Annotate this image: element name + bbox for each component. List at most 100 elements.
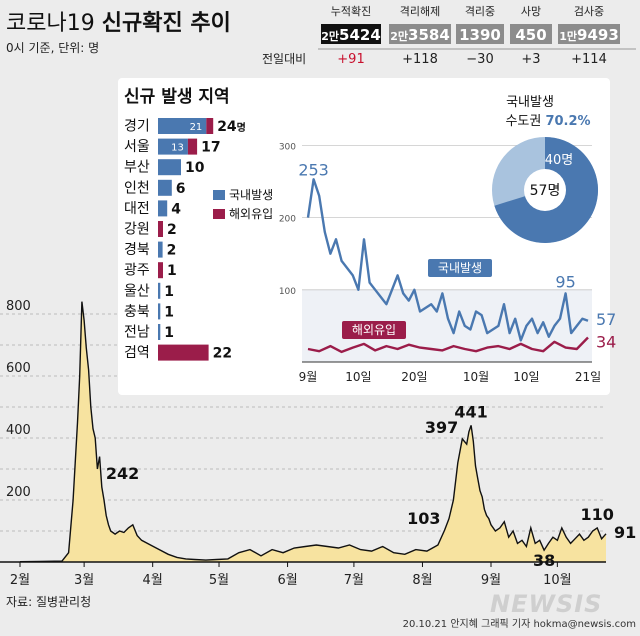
bar-inner-label: 13	[171, 143, 184, 154]
region-name: 서울	[124, 139, 150, 155]
series-line	[19, 301, 607, 563]
stat-change: +118	[402, 52, 438, 67]
stat-value: 2만5424	[321, 26, 381, 44]
bar-domestic	[158, 200, 168, 217]
data-label: 95	[555, 272, 575, 291]
x-tick-label: 3월	[74, 573, 94, 588]
region-name: 광주	[124, 263, 150, 279]
stats-row: 누적확진 2만5424 +91 격리해제 2만3584 +118 격리중 1390 −30 사망 4…	[318, 4, 636, 67]
x-tick-label: 5월	[209, 573, 229, 588]
x-tick-label: 6월	[277, 573, 297, 588]
series-domestic-line	[306, 178, 589, 342]
bar-inner-label: 21	[190, 122, 203, 133]
bar-domestic	[158, 179, 172, 196]
x-tick-label: 9월	[481, 573, 501, 588]
region-name: 경기	[124, 119, 150, 135]
x-tick-label: 7월	[344, 573, 364, 588]
series-domestic-badge	[428, 259, 492, 277]
stat-change: +91	[337, 52, 364, 67]
stat-label: 검사중	[574, 5, 604, 18]
stat-change: +3	[521, 52, 540, 67]
series-overseas-name: 해외유입	[352, 323, 396, 337]
data-label: 103	[407, 509, 440, 528]
legend-overseas-label: 해외유입	[229, 207, 273, 221]
series-domestic-name: 국내발생	[438, 261, 482, 275]
bar-value-label: 10	[185, 160, 205, 176]
stat-value-box	[456, 24, 504, 44]
x-tick-label: 2월	[10, 573, 30, 588]
newsis-logo: NEWSIS	[490, 590, 602, 618]
inset-y-tick-label: 300	[279, 142, 296, 152]
stat-label: 누적확진	[331, 5, 371, 18]
region-name: 충북	[124, 304, 150, 320]
region-name: 부산	[124, 160, 150, 176]
bar-value-label: 4	[171, 201, 181, 217]
basis-note: 0시 기준, 단위: 명	[6, 41, 99, 55]
stat-value-box	[510, 24, 552, 44]
page-title: 코로나19 신규확진 추이	[6, 11, 231, 36]
inset-x-tick-label: 9월	[299, 370, 318, 384]
data-label: 110	[580, 505, 613, 524]
legend-domestic-swatch	[213, 190, 225, 200]
x-tick-label: 8월	[412, 573, 432, 588]
stat-change: −30	[466, 52, 493, 67]
prev-day-label: 전일대비	[262, 52, 306, 66]
credit-text: 20.10.21 안지혜 그래픽 기자 hokma@newsis.com	[403, 618, 636, 630]
legend-domestic-label: 국내발생	[229, 188, 273, 202]
bar-value-label: 2	[167, 222, 177, 238]
inset-x-tick-label: 20일	[401, 370, 427, 384]
data-label: 57	[596, 310, 616, 329]
data-label: 397	[425, 418, 458, 437]
donut-center-label: 57명	[530, 183, 561, 199]
series-overseas-line	[307, 336, 589, 354]
bar-domestic	[158, 303, 161, 320]
y-tick-label: 200	[6, 485, 31, 500]
bar-value-label: 22	[213, 346, 232, 362]
area-fill	[20, 301, 606, 562]
region-name: 전남	[124, 325, 150, 341]
stat-label: 사망	[521, 5, 541, 18]
region-name: 인천	[124, 180, 150, 196]
bar-value-label: 1	[167, 263, 177, 279]
region-name: 대전	[124, 201, 150, 217]
stat-value-box	[558, 24, 620, 44]
bar-domestic	[158, 159, 181, 176]
bar-value-label: 2	[167, 243, 177, 259]
y-tick-label: 800	[6, 299, 31, 314]
legend-overseas-swatch	[213, 209, 225, 219]
series-overseas-badge	[342, 321, 406, 339]
stat-change: +114	[571, 52, 607, 67]
bar-overseas	[187, 138, 198, 155]
y-tick-label: 600	[6, 361, 31, 376]
stat-value: 1390	[459, 26, 501, 44]
bar-value-label: 1	[164, 325, 174, 341]
data-label: 253	[298, 160, 329, 179]
data-label: 441	[454, 402, 487, 421]
region-name: 경북	[124, 242, 150, 258]
bar-overseas	[206, 118, 214, 134]
bar-value-label: 1	[164, 284, 174, 300]
source-text: 자료: 질병관리청	[6, 595, 91, 609]
stat-value: 450	[515, 26, 546, 44]
data-label: 38	[533, 551, 555, 570]
inset-x-tick-label: 10일	[513, 370, 539, 384]
stat-value-box	[321, 24, 381, 44]
stat-value: 1만9493	[559, 26, 619, 44]
bar-domestic	[158, 118, 207, 134]
stat-value-box	[389, 24, 451, 44]
inset-x-tick-label: 21일	[575, 370, 601, 384]
inset-x-tick-label: 10일	[345, 370, 371, 384]
x-tick-label: 4월	[143, 573, 163, 588]
stat-value: 2만3584	[390, 26, 450, 44]
stat-label: 격리해제	[400, 4, 440, 18]
donut-title-line2: 수도권 70.2%	[505, 114, 590, 129]
bar-value-label: 24명	[217, 119, 246, 135]
inset-x-tick-label: 10월	[463, 370, 489, 384]
panel-title: 신규 발생 지역	[124, 87, 230, 107]
bar-overseas	[158, 262, 163, 279]
x-tick-label: 10월	[543, 573, 572, 588]
bar-value-label: 17	[201, 140, 220, 156]
